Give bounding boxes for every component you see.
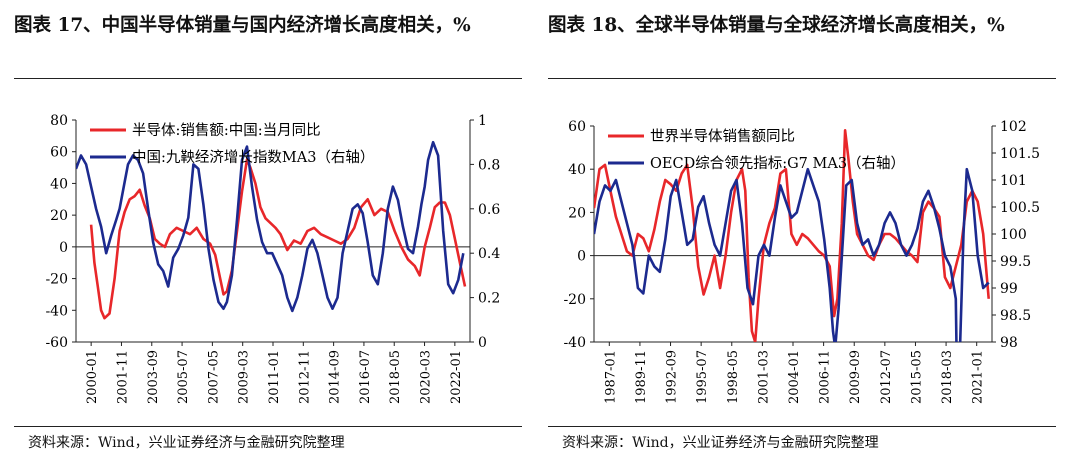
chart-fig18: -40 -20 0 20 40 60 98 98.5 99 99.5 100 100.5 101 101.… <box>563 119 1040 404</box>
y-left-tick-label: 60 <box>568 119 586 135</box>
chart-title: 图表 17、中国半导体销量与国内经济增长高度相关，% <box>14 15 471 36</box>
x-tick-label: 2018-05 <box>388 350 403 404</box>
legend-label-2: OECD综合领先指标:G7 MA3（右轴） <box>650 155 905 172</box>
x-tick-label: 2014-09 <box>328 350 343 404</box>
y-right-tick-label: 100.5 <box>1000 200 1040 216</box>
y-right-tick-label: 101.5 <box>1000 146 1040 162</box>
y-left-tick-label: 60 <box>50 145 68 161</box>
chart-panel-fig18: 图表 18、全球半导体销量与全球经济增长高度相关，% -40 -20 0 20 40 60… <box>548 0 1068 460</box>
y-left-tick-label: 0 <box>577 249 586 265</box>
x-tick-label: 2005-07 <box>176 350 191 404</box>
y-left-tick-label: 80 <box>50 113 68 129</box>
x-tick-label: 2001-11 <box>115 350 130 404</box>
x-tick-label: 2009-03 <box>237 350 252 404</box>
x-tick-label: 2004-01 <box>787 350 802 404</box>
x-tick-label: 2016-07 <box>358 350 373 404</box>
x-tick-label: 1987-01 <box>603 350 618 404</box>
series-line-2 <box>76 140 465 313</box>
y-left-tick-label: 20 <box>568 205 586 221</box>
y-right-tick-label: 0.6 <box>478 202 500 218</box>
source-divider <box>548 426 1056 427</box>
x-tick-label: 2011-01 <box>267 350 282 404</box>
x-tick-label: 2018-03 <box>940 350 955 404</box>
y-left-tick-label: -40 <box>563 335 586 351</box>
y-left-tick-label: 20 <box>50 208 68 224</box>
x-tick-label: 2015-05 <box>909 350 924 404</box>
y-right-tick-label: 100 <box>1000 227 1027 243</box>
y-right-tick-label: 1 <box>478 113 487 129</box>
y-left-tick-label: -60 <box>45 335 68 351</box>
y-left-tick-label: -20 <box>563 292 586 308</box>
y-left-tick-label: 40 <box>50 176 68 192</box>
y-right-tick-label: 98.5 <box>1000 308 1031 324</box>
source-note: 资料来源：Wind，兴业证券经济与金融研究院整理 <box>28 435 345 451</box>
x-tick-label: 1995-07 <box>695 350 710 404</box>
series-line-2 <box>594 167 990 342</box>
series-line-1 <box>89 158 467 320</box>
title-divider <box>548 78 1056 79</box>
y-right-tick-label: 0 <box>478 335 487 351</box>
y-right-tick-label: 0.8 <box>478 157 500 173</box>
x-tick-label: 2022-01 <box>449 350 464 404</box>
x-tick-label: 1992-09 <box>665 350 680 404</box>
y-right-tick-label: 102 <box>1000 119 1027 135</box>
x-tick-label: 2021-01 <box>971 350 986 404</box>
legend-label-2: 中国:九鞅经济增长指数MA3（右轴） <box>132 149 374 166</box>
x-tick-label: 2007-05 <box>206 350 221 404</box>
x-tick-label: 2012-11 <box>297 350 312 404</box>
x-tick-label: 2003-09 <box>146 350 161 404</box>
y-left-tick-label: 0 <box>59 240 68 256</box>
x-tick-label: 2009-09 <box>848 350 863 404</box>
y-right-tick-label: 99 <box>1000 281 1018 297</box>
y-right-tick-label: 101 <box>1000 173 1027 189</box>
chart-title: 图表 18、全球半导体销量与全球经济增长高度相关，% <box>548 15 1005 36</box>
y-left-tick-label: -40 <box>45 303 68 319</box>
x-tick-label: 2012-07 <box>879 350 894 404</box>
x-tick-label: 2000-01 <box>85 350 100 404</box>
x-tick-label: 1989-11 <box>634 350 649 404</box>
title-divider <box>14 78 522 79</box>
chart-fig17: -60 -40 -20 0 20 40 60 80 0 0.2 0.4 0.6 0.8 1 2000-01 2… <box>45 113 500 404</box>
y-right-tick-label: 0.2 <box>478 291 500 307</box>
source-note: 资料来源：Wind，兴业证券经济与金融研究院整理 <box>562 435 879 451</box>
x-tick-label: 2006-11 <box>818 350 833 404</box>
y-right-tick-label: 99.5 <box>1000 254 1031 270</box>
y-left-tick-label: 40 <box>568 162 586 178</box>
y-right-tick-label: 0.4 <box>478 246 500 262</box>
series-line-1 <box>594 129 990 342</box>
chart-panel-fig17: 图表 17、中国半导体销量与国内经济增长高度相关，% -60 -40 -20 0 20 4… <box>14 0 534 460</box>
source-divider <box>14 426 522 427</box>
x-tick-label: 2020-03 <box>419 350 434 404</box>
y-left-tick-label: -20 <box>45 272 68 288</box>
x-tick-label: 1998-05 <box>726 350 741 404</box>
legend-label-1: 半导体:销售额:中国:当月同比 <box>132 122 321 139</box>
x-tick-label: 2001-03 <box>756 350 771 404</box>
legend-label-1: 世界半导体销售额同比 <box>650 128 795 145</box>
y-right-tick-label: 98 <box>1000 335 1018 351</box>
